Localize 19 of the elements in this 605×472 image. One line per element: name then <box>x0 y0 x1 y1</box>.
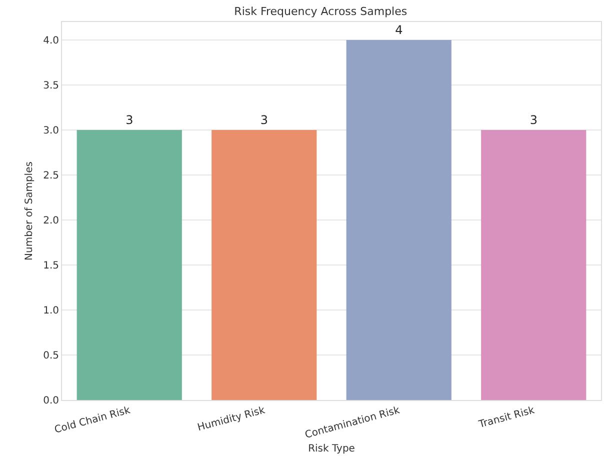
y-tick-label: 2.0 <box>43 216 59 226</box>
chart-title: Risk Frequency Across Samples <box>234 4 408 18</box>
data-label: 4 <box>395 23 403 37</box>
y-tick-label: 3.5 <box>43 80 59 92</box>
y-axis-title: Number of Samples <box>24 162 35 260</box>
y-tick-label: 0.0 <box>43 396 59 406</box>
y-tick-label: 4.0 <box>43 36 59 46</box>
x-axis-title: Risk Type <box>308 443 355 454</box>
data-label: 3 <box>530 113 538 127</box>
x-tick-label: Humidity Risk <box>196 405 266 434</box>
data-label: 3 <box>126 113 134 127</box>
data-label: 3 <box>260 113 268 127</box>
x-tick-label: Transit Risk <box>476 405 536 431</box>
y-tick-label: 0.5 <box>43 350 59 362</box>
y-tick-label: 1.5 <box>43 260 59 272</box>
y-tick-label: 1.0 <box>43 306 59 316</box>
x-tick-label: Cold Chain Risk <box>53 405 132 436</box>
y-tick-label: 3.0 <box>43 126 59 136</box>
y-tick-label: 2.5 <box>43 170 59 182</box>
